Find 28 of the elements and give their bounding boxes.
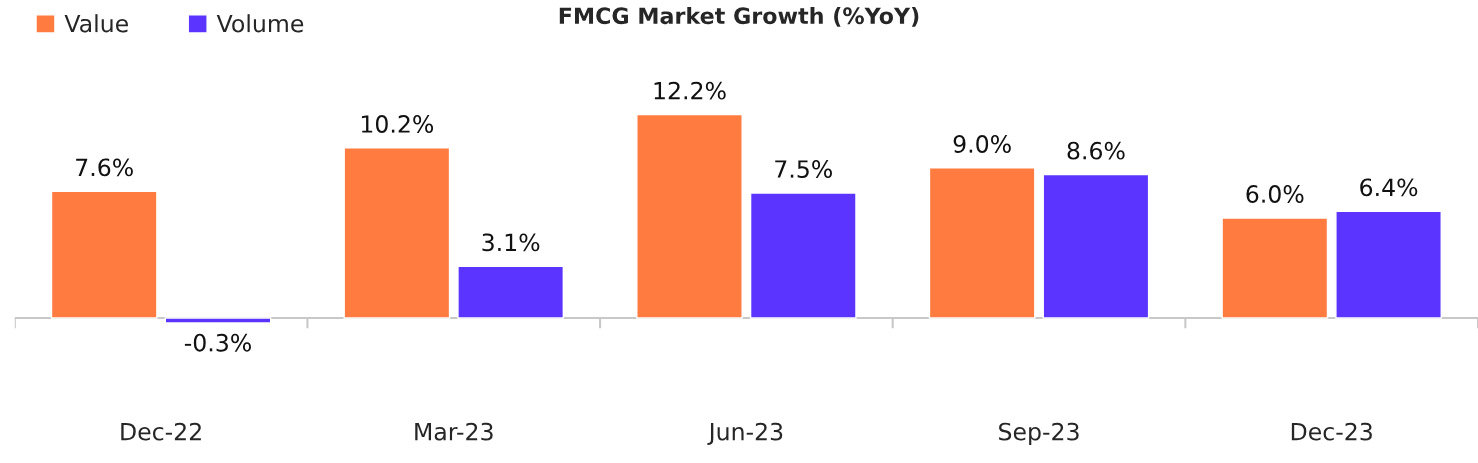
x-tick-label: Sep-23 — [999, 422, 1079, 446]
data-label: 12.2% — [654, 81, 726, 100]
bar — [636, 113, 743, 319]
legend-label: Volume — [216, 14, 304, 33]
bar — [343, 147, 451, 319]
data-label: 9.0% — [953, 135, 1011, 153]
bar — [50, 190, 158, 319]
data-label: 8.6% — [1067, 141, 1125, 160]
data-label: 6.4% — [1360, 178, 1418, 197]
bar — [1335, 210, 1442, 319]
data-label: 7.6% — [76, 158, 133, 177]
data-label: -0.3% — [184, 333, 251, 352]
bar — [1042, 173, 1150, 319]
data-label: 6.0% — [1246, 185, 1304, 203]
data-label: 7.5% — [775, 160, 832, 178]
data-label: 3.1% — [482, 233, 540, 252]
x-tick-label: Mar-23 — [415, 422, 493, 441]
bar — [457, 265, 565, 319]
bar — [928, 167, 1036, 319]
x-tick-label: Dec-22 — [121, 422, 201, 441]
bar — [749, 192, 857, 319]
data-label: 10.2% — [361, 115, 434, 133]
x-tick-label: Jun-23 — [707, 422, 783, 445]
legend-label: Value — [64, 14, 128, 33]
bar — [164, 317, 272, 324]
bar — [1221, 217, 1329, 319]
chart-title: FMCG Market Growth (%YoY) — [559, 6, 919, 27]
x-tick-label: Dec-23 — [1291, 422, 1372, 441]
